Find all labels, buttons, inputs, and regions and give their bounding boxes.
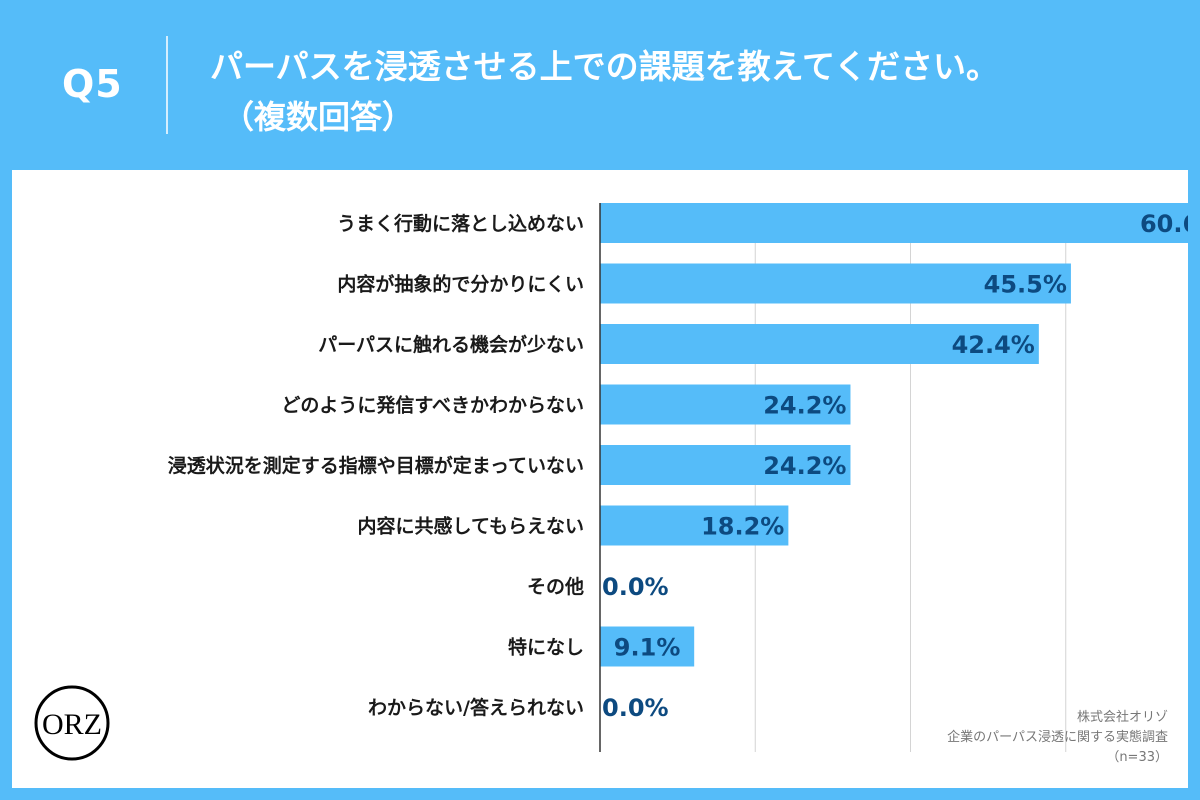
bar — [600, 324, 1039, 364]
data-label: 9.1% — [614, 634, 681, 662]
category-label: 浸透状況を測定する指標や目標が定まっていない — [168, 454, 584, 477]
source-sample: （n=33） — [1106, 750, 1168, 765]
category-label: うまく行動に落とし込めない — [337, 212, 584, 235]
bar-chart: うまく行動に落とし込めない 60.6% 内容が抽象的で分かりにくい 45.5% パーパス… — [168, 203, 1188, 752]
category-label: パーパスに触れる機会が少ない — [318, 333, 584, 356]
category-label: 内容に共感してもらえない — [358, 515, 584, 538]
page-title: パーパスを浸透させる上での課題を教えてください。 — [210, 47, 1000, 86]
data-label: 0.0% — [602, 694, 669, 722]
logo-text: ORZ — [42, 708, 102, 741]
data-label: 18.2% — [701, 513, 784, 541]
data-label: 45.5% — [984, 271, 1067, 299]
source-survey: 企業のパーパス浸透に関する実態調査 — [947, 730, 1168, 745]
data-label: 0.0% — [602, 573, 669, 601]
category-label: 内容が抽象的で分かりにくい — [337, 273, 584, 296]
category-label: その他 — [527, 575, 584, 598]
bar — [600, 263, 1071, 304]
category-label: わからない/答えられない — [368, 696, 584, 719]
chart-panel: うまく行動に落とし込めない 60.6% 内容が抽象的で分かりにくい 45.5% パーパス… — [12, 170, 1188, 788]
data-label: 24.2% — [763, 452, 846, 480]
category-label: 特になし — [508, 637, 584, 659]
page-subtitle: （複数回答） — [222, 98, 415, 136]
data-label: 24.2% — [763, 392, 846, 420]
category-label: どのように発信すべきかわからない — [281, 394, 584, 417]
bar — [600, 505, 789, 546]
header: Q5 パーパスを浸透させる上での課題を教えてください。 （複数回答） — [0, 0, 1200, 170]
header-divider — [166, 36, 168, 134]
source-note: 株式会社オリゾ 企業のパーパス浸透に関する実態調査 （n=33） — [947, 708, 1168, 768]
bar — [600, 626, 695, 667]
bar — [600, 203, 1188, 243]
data-label: 42.4% — [952, 331, 1035, 359]
bar — [600, 384, 851, 425]
question-number: Q5 — [62, 62, 123, 106]
bar — [600, 445, 851, 485]
orizo-logo-icon: ORZ — [32, 683, 112, 763]
data-label: 60.6% — [1140, 210, 1188, 238]
source-company: 株式会社オリゾ — [1076, 710, 1168, 725]
